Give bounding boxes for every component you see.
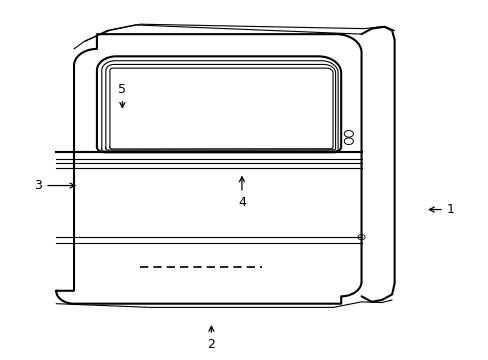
Text: 2: 2: [207, 326, 215, 351]
Text: 5: 5: [118, 83, 126, 108]
Text: 4: 4: [238, 177, 245, 209]
Text: 1: 1: [428, 203, 454, 216]
Text: 3: 3: [34, 179, 75, 192]
